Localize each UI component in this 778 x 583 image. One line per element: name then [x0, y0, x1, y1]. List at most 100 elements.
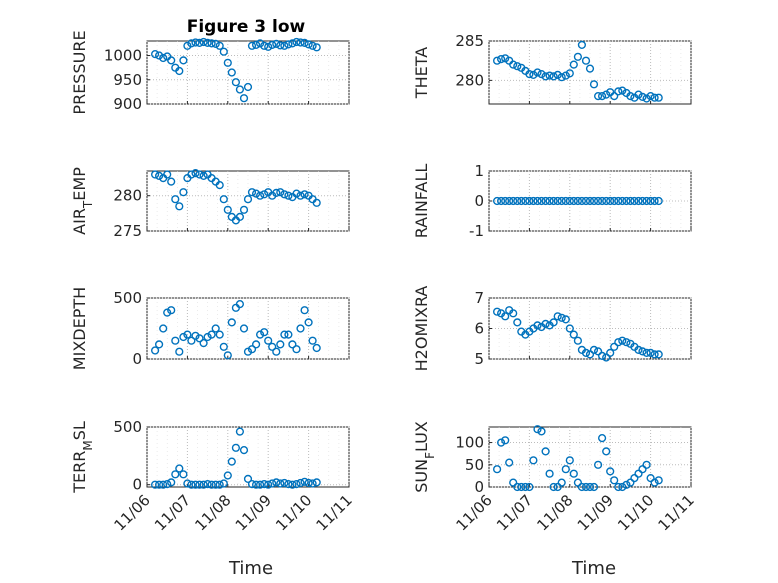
data-point [573, 196, 583, 206]
x-tick-label: 11/11 [313, 491, 356, 534]
y-tick-label: 5 [474, 350, 484, 368]
data-point [171, 336, 180, 345]
data-point [501, 196, 510, 206]
data-point [654, 476, 663, 485]
data-point [284, 191, 293, 200]
data-point [493, 196, 502, 206]
data-point [243, 82, 253, 92]
x-tick-label: 11/06 [453, 491, 496, 534]
data-point [569, 196, 578, 206]
data-point [593, 196, 603, 206]
data-point [167, 306, 176, 315]
data-point [614, 196, 623, 206]
data-point [606, 348, 615, 358]
data-point [533, 321, 542, 330]
data-point [537, 69, 546, 79]
data-point [171, 470, 180, 479]
x-tick-label: 11/08 [533, 491, 576, 534]
data-point [159, 480, 168, 489]
data-point [545, 196, 554, 206]
data-point [199, 171, 208, 181]
data-point [497, 438, 506, 447]
data-point [589, 482, 599, 492]
data-point [195, 334, 204, 343]
data-point [618, 86, 627, 95]
data-point [497, 196, 506, 206]
data-point [304, 318, 313, 327]
data-point [553, 312, 562, 321]
data-point [292, 37, 301, 47]
data-point [243, 195, 253, 204]
y-tick-label: 0 [132, 476, 142, 494]
y-tick-label: 275 [113, 222, 142, 240]
y-axis-label: MIXDEPTH [70, 287, 89, 370]
data-point [187, 480, 196, 489]
data-point [195, 480, 204, 489]
subplot-rainfall: -1 0 1 RAINFALL [412, 162, 692, 240]
data-point [581, 56, 591, 65]
data-point [565, 196, 574, 206]
data-point [252, 340, 261, 349]
data-point [175, 66, 184, 76]
data-point [610, 476, 619, 485]
data-point [223, 58, 232, 67]
data-point [602, 196, 611, 206]
data-point [187, 336, 196, 345]
data-point [179, 56, 188, 65]
data-point [634, 345, 643, 355]
data-point [260, 480, 269, 489]
data-point [175, 202, 184, 211]
data-point [163, 480, 172, 489]
data-point [203, 38, 212, 48]
data-point [493, 307, 502, 316]
data-point [223, 205, 232, 214]
data-point [577, 482, 587, 492]
x-tick-label: 11/07 [151, 491, 194, 534]
data-point [569, 469, 578, 478]
data-point [610, 91, 619, 101]
data-point [272, 347, 281, 356]
data-point [151, 170, 160, 179]
data-point [223, 351, 232, 360]
y-tick-label: 0 [474, 192, 484, 210]
data-point [155, 340, 164, 349]
data-point [264, 336, 273, 345]
data-point [268, 40, 277, 50]
data-point [597, 351, 607, 361]
data-point [610, 196, 619, 206]
data-point [219, 47, 228, 56]
data-point [618, 196, 627, 206]
data-point [235, 300, 245, 309]
y-tick-label: 100 [455, 434, 484, 452]
x-tick-label: 11/06 [111, 491, 154, 534]
data-point [533, 425, 542, 434]
data-point [533, 68, 542, 77]
data-point [256, 330, 265, 339]
data-point [256, 39, 265, 48]
data-point [247, 188, 257, 197]
data-point [646, 348, 655, 358]
data-point [509, 478, 518, 487]
data-point [183, 479, 192, 488]
data-point [537, 427, 546, 436]
data-point [573, 52, 583, 61]
data-point [288, 340, 297, 349]
data-point [276, 41, 285, 50]
y-axis-label: H2OMIXRA [412, 286, 431, 372]
data-point [183, 330, 192, 339]
data-point [646, 196, 655, 206]
data-point [155, 480, 164, 489]
data-point [260, 328, 269, 337]
data-point [215, 480, 224, 489]
data-point [618, 336, 627, 345]
data-point [618, 482, 627, 492]
data-point [585, 482, 595, 492]
data-point [308, 41, 317, 50]
data-point [553, 482, 562, 492]
data-point [493, 465, 502, 474]
data-point [505, 458, 514, 467]
data-point [565, 69, 574, 78]
data-point [634, 90, 643, 99]
data-point [513, 482, 522, 492]
data-point [565, 456, 574, 465]
